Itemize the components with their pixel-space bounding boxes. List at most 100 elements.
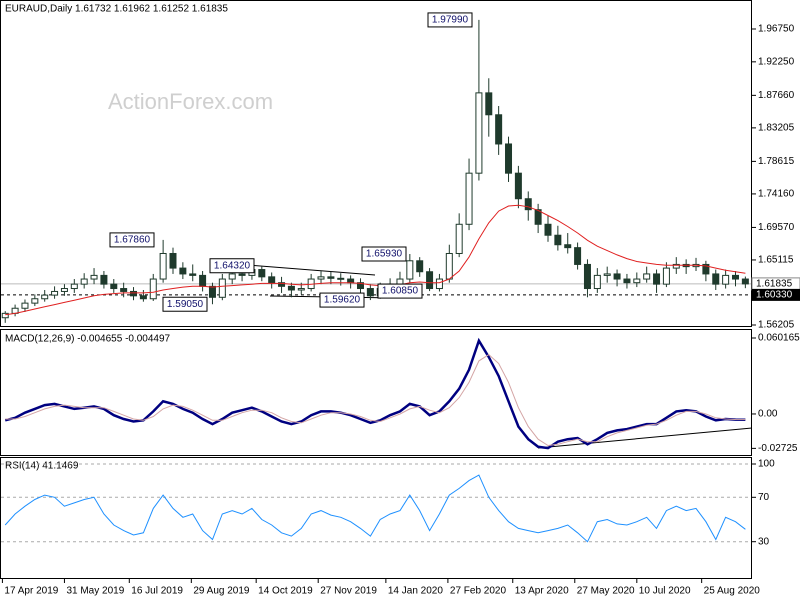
price-panel [0, 0, 752, 327]
y-tick-label: 70 [758, 492, 770, 503]
candle-body [366, 288, 374, 297]
candle-body [31, 298, 39, 304]
candle-body [426, 271, 434, 290]
candle-body [672, 263, 680, 269]
x-tick-label: 10 Jul 2020 [639, 586, 691, 597]
candle-body [1, 312, 9, 319]
annotation-label: 1.60850 [382, 286, 419, 297]
macd-panel [0, 329, 752, 456]
last-price-label: 1.61835 [756, 279, 793, 290]
x-tick-label: 14 Oct 2019 [258, 586, 313, 597]
candle-body [356, 282, 364, 290]
watermark: ActionForex.com [108, 89, 273, 114]
candle-body [179, 267, 187, 275]
candle-body [208, 285, 216, 298]
candle-body [159, 252, 167, 280]
y-tick-label: 30 [758, 536, 770, 547]
candle-body [317, 276, 325, 280]
candle-body [218, 278, 226, 298]
x-tick-label: 27 May 2020 [577, 586, 635, 597]
rsi-panel [0, 457, 752, 579]
candle-body [731, 274, 739, 280]
candle-body [702, 263, 710, 275]
x-tick-label: 27 Nov 2019 [320, 586, 377, 597]
candle-body [593, 274, 601, 290]
annotation-box [377, 283, 423, 299]
annotation-box [427, 12, 473, 28]
y-tick-label: -0.02725 [758, 443, 798, 454]
y-tick-label: 1.69570 [758, 222, 795, 233]
candle-body [524, 198, 532, 211]
candle-body [41, 294, 49, 300]
candle-body [51, 290, 59, 296]
x-tick-label: 27 Feb 2020 [450, 586, 507, 597]
annotation-label: 1.97990 [432, 15, 469, 26]
candle-body [327, 276, 335, 279]
level-box [752, 288, 800, 301]
x-tick-label: 25 Aug 2020 [704, 586, 761, 597]
candle-body [485, 92, 493, 116]
candle-body [189, 273, 197, 276]
candle-body [396, 278, 404, 285]
candle-body [722, 274, 730, 285]
candle-body [653, 273, 661, 285]
y-tick-label: 1.87660 [758, 90, 795, 101]
candle-body [475, 92, 483, 174]
annotation-box [319, 292, 365, 308]
annotation-box [109, 232, 155, 248]
price-title: EURAUD,Daily 1.61732 1.61962 1.61252 1.6… [5, 4, 228, 15]
candle-body [583, 263, 591, 290]
candle-body [643, 273, 651, 280]
candle-body [80, 278, 88, 285]
candle-body [574, 247, 582, 265]
candle-body [110, 283, 118, 290]
candle-body [564, 244, 572, 249]
candle-body [623, 278, 631, 284]
candle-body [238, 273, 246, 276]
candle-body [297, 288, 305, 291]
candle-body [613, 273, 621, 280]
y-tick-label: 1.74160 [758, 189, 795, 200]
candle-body [21, 302, 29, 309]
moving-average [5, 204, 746, 316]
candle-body [199, 274, 207, 287]
annotation-box [361, 246, 407, 262]
candle-body [337, 277, 345, 280]
candle-body [347, 278, 355, 284]
annotation-label: 1.59050 [167, 299, 204, 310]
annotation-label: 1.59620 [324, 295, 361, 306]
trend-line [537, 427, 753, 449]
indicator-line [4, 474, 746, 543]
candle-body [435, 278, 443, 290]
annotation-box [162, 296, 208, 312]
y-tick-label: 100 [758, 459, 775, 470]
annotation-label: 1.64320 [214, 260, 251, 271]
annotation-label: 1.65930 [366, 249, 403, 260]
x-tick-label: 31 May 2019 [66, 586, 124, 597]
candle-body [268, 276, 276, 284]
macd-title: MACD(12,26,9) -0.004655 -0.004497 [5, 334, 171, 345]
candle-body [505, 143, 513, 174]
candle-body [100, 274, 108, 285]
candle-body [278, 282, 286, 287]
candle-body [662, 267, 670, 285]
candle-body [465, 172, 473, 225]
y-tick-label: 1.78615 [758, 156, 795, 167]
y-tick-label: 1.83205 [758, 123, 795, 134]
candle-body [228, 273, 236, 280]
candle-body [120, 288, 128, 292]
candle-body [534, 209, 542, 225]
x-tick-label: 14 Jan 2020 [388, 586, 443, 597]
candle-body [139, 295, 147, 300]
candle-body [169, 252, 177, 269]
y-tick-label: 1.92250 [758, 56, 795, 67]
candle-body [603, 273, 611, 276]
candle-body [70, 283, 78, 290]
annotation-label: 1.67860 [114, 235, 151, 246]
x-tick-label: 17 Apr 2019 [4, 586, 58, 597]
candle-body [633, 278, 641, 284]
y-tick-label: 1.96750 [758, 24, 795, 35]
y-tick-label: 0.00 [758, 409, 778, 420]
x-tick-label: 16 Jul 2019 [131, 586, 183, 597]
